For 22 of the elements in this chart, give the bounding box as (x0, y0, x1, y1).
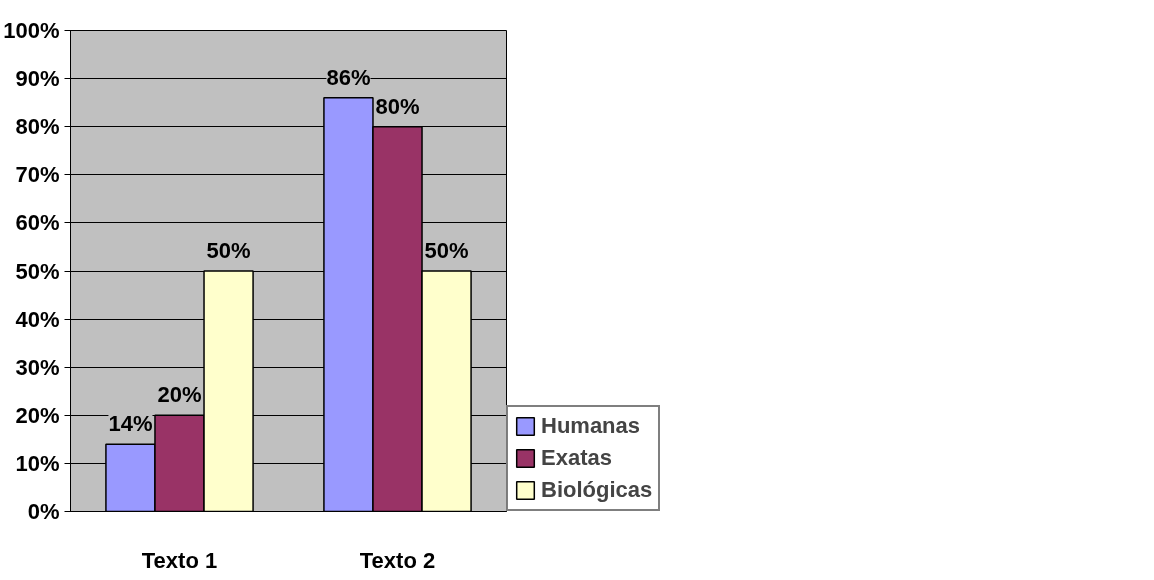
y-tick-label: 100% (3, 18, 60, 43)
data-label: 86% (326, 64, 371, 90)
y-tick-label: 70% (15, 162, 60, 188)
y-tick-label: 60% (15, 210, 60, 236)
y-tick-label: 40% (15, 306, 60, 332)
y-tick-label: 30% (15, 354, 60, 380)
y-tick-label: 20% (15, 402, 60, 428)
legend-label: Humanas (541, 413, 641, 439)
x-tick-label: Texto 1 (141, 547, 218, 573)
y-tick-label: 90% (15, 66, 60, 92)
legend-label: Biológicas (541, 477, 653, 503)
data-label: 50% (206, 238, 251, 263)
data-label: 20% (157, 382, 202, 408)
legend-label: Exatas (541, 445, 612, 471)
data-label: 50% (424, 238, 469, 263)
y-tick-label: 0% (27, 499, 60, 524)
y-tick-label: 80% (15, 114, 60, 140)
y-tick-label: 10% (15, 450, 60, 476)
data-label: 14% (108, 411, 153, 437)
data-label: 80% (375, 93, 420, 119)
y-tick-label: 50% (15, 258, 60, 284)
x-tick-label: Texto 2 (359, 547, 436, 573)
